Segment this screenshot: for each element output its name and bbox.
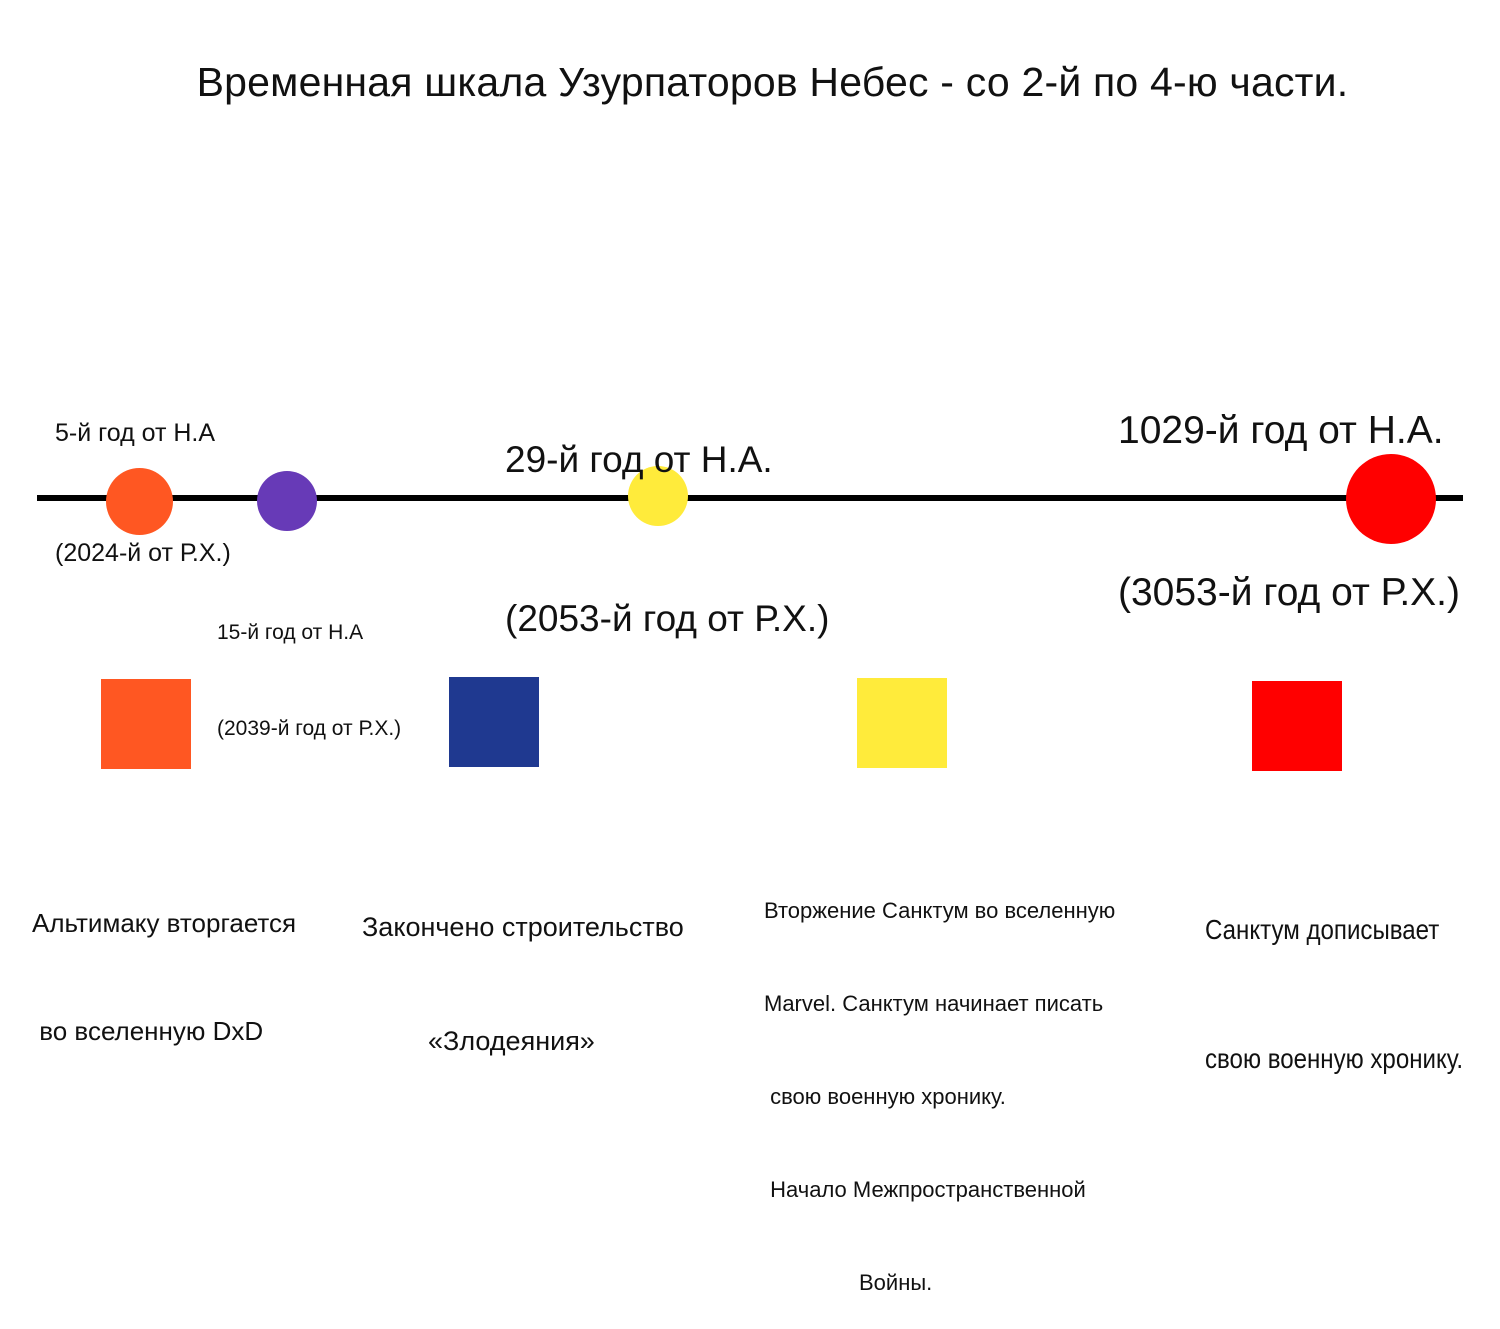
description-line: Закончено строительство [362, 912, 684, 942]
date-line: 15-й год от Н.А [217, 621, 364, 644]
description-line: Начало Межпространственной [764, 1177, 1086, 1202]
date-line: (2053-й год от Р.Х.) [505, 598, 830, 639]
description-line: Вторжение Санктум во вселенную [764, 898, 1116, 923]
timeline-dot-orange [106, 468, 173, 535]
timeline-dot-purple [257, 471, 317, 531]
description-line: Marvel. Санктум начинает писать [764, 991, 1104, 1016]
date-line: (3053-й год от Р.Х.) [1118, 571, 1460, 614]
timeline-dot-red [1346, 454, 1436, 544]
legend-square-yellow [857, 678, 947, 768]
timeline-axis [37, 495, 1463, 501]
legend-square-orange [101, 679, 191, 769]
timeline-date-label: 1029-й год от Н.А. (3053-й год от Р.Х.) [1118, 296, 1460, 674]
date-line: 5-й год от Н.А [55, 419, 216, 447]
description-line: во вселенную DxD [32, 1016, 264, 1046]
description-line: свою военную хронику. [1205, 1043, 1464, 1074]
page-title: Временная шкала Узурпаторов Небес - со 2… [196, 59, 1349, 105]
timeline-date-label: 5-й год от Н.А (2024-й от Р.Х.) [55, 333, 231, 613]
legend-description: Вторжение Санктум во вселенную Marvel. С… [764, 833, 1115, 1329]
description-line: Санктум дописывает [1205, 914, 1440, 945]
legend-description: Закончено строительство «Злодеяния» [362, 832, 684, 1098]
legend-description: Санктум дописывает свою военную хронику. [1205, 822, 1463, 1123]
timeline-date-label: 29-й год от Н.А. (2053-й год от Р.Х.) [505, 327, 829, 698]
date-line: (2039-й год от Р.Х.) [217, 717, 402, 740]
description-line: Альтимаку вторгается [32, 908, 297, 938]
legend-square-navy [449, 677, 539, 767]
date-line: 1029-й год от Н.А. [1118, 409, 1444, 452]
timeline-date-label: 15-й год от Н.А (2039-й год от Р.Х.) [217, 553, 401, 777]
date-line: 29-й год от Н.А. [505, 439, 773, 480]
description-line: «Злодеяния» [428, 1026, 595, 1056]
description-line: Войны. [859, 1270, 933, 1295]
timeline-dot-yellow [628, 466, 688, 526]
date-line: (2024-й от Р.Х.) [55, 539, 231, 567]
legend-description: Альтимаку вторгается во вселенную DxD [32, 833, 296, 1085]
description-line: свою военную хронику. [764, 1084, 1006, 1109]
legend-square-red [1252, 681, 1342, 771]
